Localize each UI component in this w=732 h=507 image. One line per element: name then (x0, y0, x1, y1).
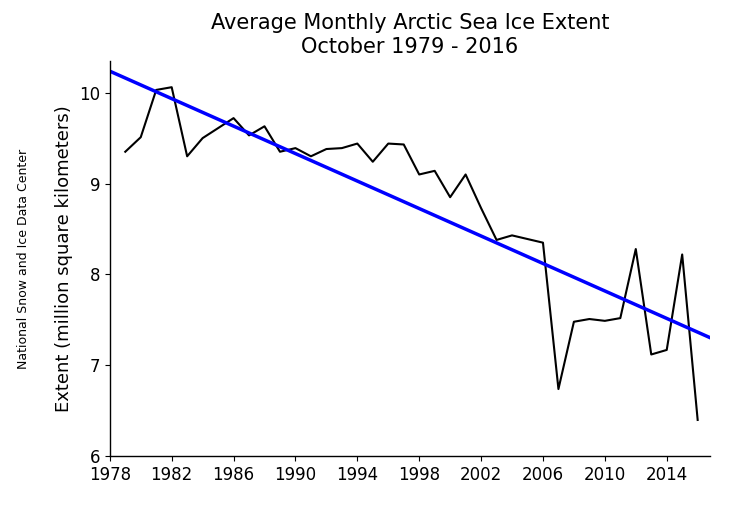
Title: Average Monthly Arctic Sea Ice Extent
October 1979 - 2016: Average Monthly Arctic Sea Ice Extent Oc… (211, 13, 609, 56)
Text: National Snow and Ice Data Center: National Snow and Ice Data Center (17, 149, 30, 369)
Y-axis label: Extent (million square kilometers): Extent (million square kilometers) (56, 105, 73, 412)
